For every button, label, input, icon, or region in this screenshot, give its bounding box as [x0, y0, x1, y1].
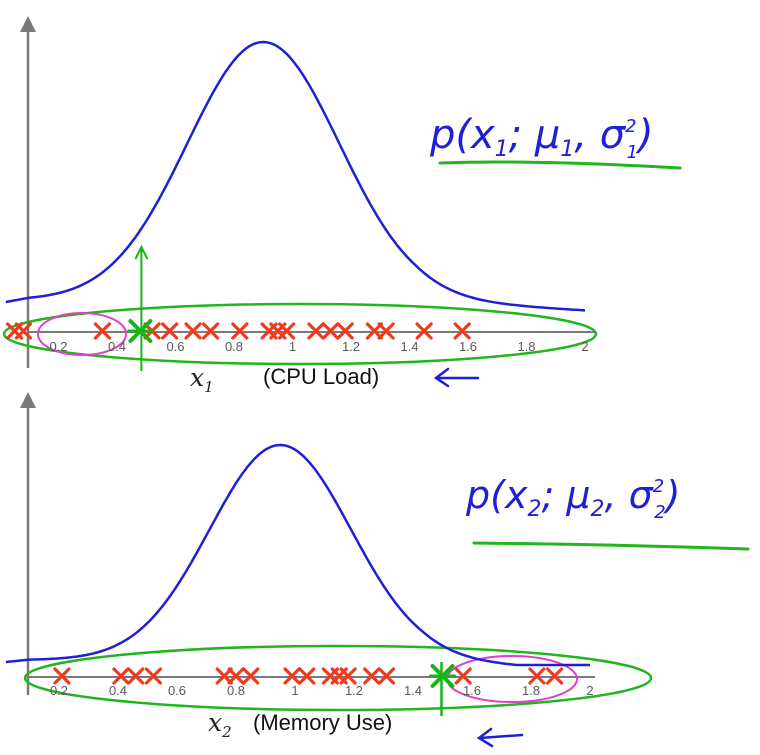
cpu-load-panel: 0.2 0.4 0.6 0.8 1 1.2 1.4 1.6 1.8 2 x1 (CPU Load)…: [2, 16, 682, 396]
data-point-cross: [231, 322, 249, 340]
data-points: [53, 667, 564, 685]
low-value-circle: [37, 312, 127, 356]
x-tick-labels: 0.2 0.4 0.6 0.8 1 1.2 1.4 1.6 1.8 2: [49, 339, 588, 354]
x-tick-label: 1.2: [342, 339, 360, 354]
data-point-cross: [227, 667, 245, 685]
data-point-cross: [144, 667, 162, 685]
data-point-cross: [184, 322, 202, 340]
data-point-cross: [545, 667, 564, 685]
data-point-cross: [363, 667, 381, 685]
data-point-cross: [377, 322, 395, 340]
x-tick-label: 0.8: [227, 683, 245, 698]
data-point-cross: [528, 667, 546, 685]
data-point-cross: [278, 322, 296, 340]
x-tick-label: 0.2: [50, 683, 68, 698]
x-tick-label: 0.4: [108, 339, 126, 354]
density-formula: p(x2; μ2, σ2 2): [465, 473, 680, 523]
data-point-cross: [453, 322, 471, 340]
x-tick-label: 0.6: [166, 339, 184, 354]
left-arrow-icon: [433, 367, 480, 388]
x-tick-label: 1: [289, 339, 296, 354]
data-point-cross: [454, 667, 472, 685]
x-tick-label: 1: [291, 683, 298, 698]
x-tick-label: 1.6: [463, 683, 481, 698]
up-arrow-icon: [20, 392, 36, 408]
data-point-cross: [93, 322, 111, 340]
data-point-cross: [307, 322, 325, 340]
up-arrow-icon: [20, 16, 36, 32]
x-tick-label: 1.4: [400, 339, 418, 354]
normal-data-ellipse: [23, 644, 653, 712]
data-point-cross: [127, 667, 145, 685]
gaussian-curve: [5, 40, 586, 312]
x-tick-label: 0.4: [109, 683, 127, 698]
data-point-cross: [339, 667, 357, 685]
density-formula: p(x1; μ1, σ2 1): [429, 112, 654, 163]
formula-underline: [438, 160, 682, 170]
data-point-cross: [283, 667, 301, 685]
data-point-cross: [14, 322, 32, 340]
x-tick-labels: 0.2 0.4 0.6 0.8 1 1.2 1.4 1.6 1.8 2: [50, 683, 594, 698]
axis-variable: x1: [190, 363, 214, 396]
x-tick-label: 1.2: [345, 683, 363, 698]
anomaly-marker: [429, 662, 456, 716]
anomaly-marker: [126, 244, 154, 371]
data-point-cross: [53, 667, 71, 685]
data-point-cross: [112, 667, 130, 685]
data-point-cross: [415, 322, 433, 340]
data-points: [6, 322, 471, 340]
data-point-cross: [321, 322, 340, 340]
x-tick-label: 1.4: [404, 683, 422, 698]
data-point-cross: [377, 667, 396, 685]
data-point-cross: [202, 322, 220, 340]
data-point-cross: [242, 667, 260, 685]
x-tick-label: 1.6: [459, 339, 477, 354]
x-tick-label: 1.8: [522, 683, 540, 698]
data-point-cross: [298, 667, 316, 685]
memory-use-panel: 0.2 0.4 0.6 0.8 1 1.2 1.4 1.6 1.8 2 x2 (Memory Us…: [5, 392, 750, 748]
x-tick-label: 0.6: [168, 683, 186, 698]
left-arrow-icon: [476, 727, 524, 748]
data-point-cross: [336, 322, 354, 340]
data-point-cross: [161, 322, 179, 340]
axis-description: (Memory Use): [253, 710, 392, 735]
formula-underline: [472, 541, 750, 551]
x-tick-label: 2: [586, 683, 593, 698]
up-arrow-icon: [134, 244, 149, 260]
axis-variable: x2: [208, 708, 232, 741]
data-point-cross: [365, 322, 383, 340]
x-tick-label: 0.8: [225, 339, 243, 354]
axis-description: (CPU Load): [263, 364, 379, 389]
x-tick-label: 2: [581, 339, 588, 354]
x-tick-label: 0.2: [49, 339, 67, 354]
normal-data-ellipse: [2, 302, 598, 366]
data-point-cross: [215, 667, 233, 685]
x-tick-label: 1.8: [517, 339, 535, 354]
gaussian-curve: [5, 443, 590, 667]
